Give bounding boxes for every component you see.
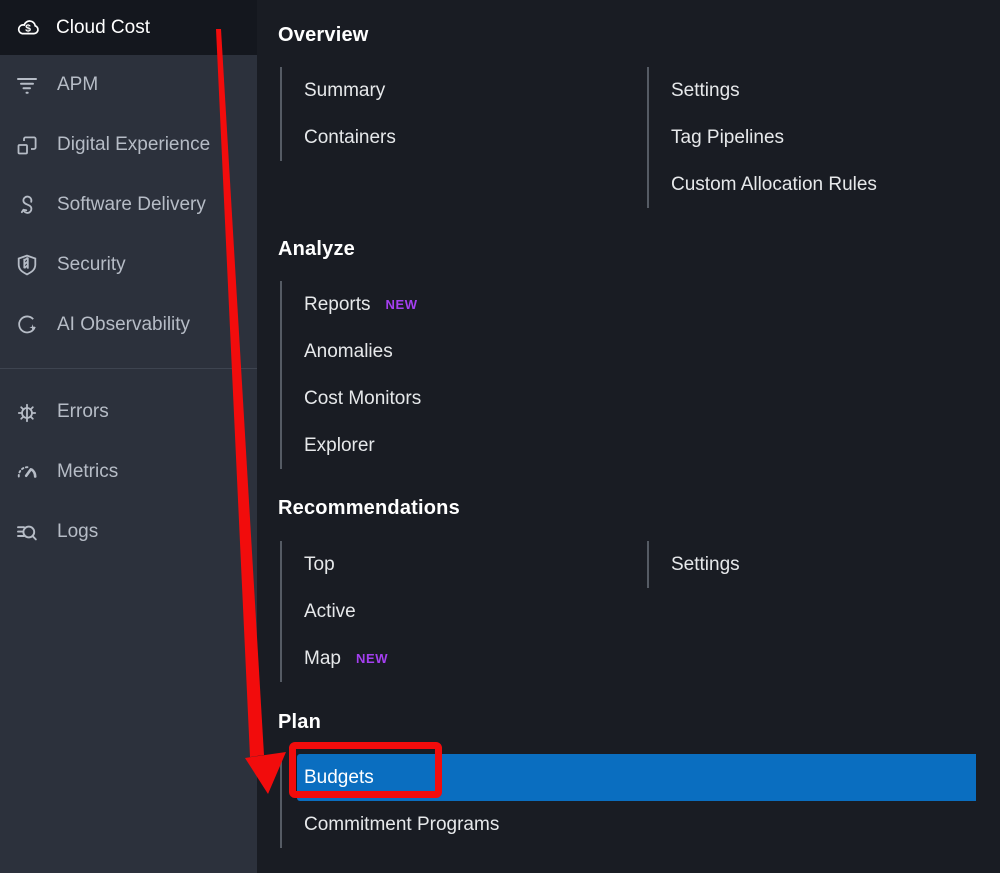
overview-column-2: Settings Tag Pipelines Custom Allocation… <box>647 67 977 208</box>
sidebar-panel: APM Digital Experience Software Delivery <box>0 55 257 873</box>
security-shield-icon <box>14 252 40 278</box>
sidebar-item-logs[interactable]: Logs <box>0 502 257 562</box>
overview-column-1: Summary Containers <box>280 67 976 161</box>
menu-item-summary[interactable]: Summary <box>304 79 386 101</box>
sidebar-item-metrics[interactable]: Metrics <box>0 442 257 502</box>
sidebar-item-apm[interactable]: APM <box>0 55 257 115</box>
cloud-dollar-icon: $ <box>15 15 41 41</box>
sidebar-item-label: Metrics <box>57 461 119 482</box>
plan-column-1: Budgets Commitment Programs <box>280 754 976 848</box>
menu-item-commitment-programs[interactable]: Commitment Programs <box>304 813 500 835</box>
errors-bug-icon <box>14 399 40 425</box>
sidebar-item-ai-observability[interactable]: AI Observability <box>0 295 257 355</box>
sidebar: $ Cloud Cost APM Digital Experience <box>0 0 257 873</box>
sidebar-item-security[interactable]: Security <box>0 235 257 295</box>
menu-item-top[interactable]: Top <box>304 553 335 575</box>
sidebar-item-software-delivery[interactable]: Software Delivery <box>0 175 257 235</box>
logs-search-icon <box>14 519 40 545</box>
svg-text:$: $ <box>25 22 31 34</box>
sidebar-item-digital-experience[interactable]: Digital Experience <box>0 115 257 175</box>
menu-item-cost-monitors[interactable]: Cost Monitors <box>304 387 422 409</box>
sidebar-divider <box>0 368 257 369</box>
sidebar-item-label: APM <box>57 74 99 95</box>
software-delivery-icon <box>14 192 40 218</box>
section-title-overview: Overview <box>278 24 369 46</box>
sidebar-item-errors[interactable]: Errors <box>0 382 257 442</box>
sidebar-item-label: Software Delivery <box>57 194 206 215</box>
section-title-recommendations: Recommendations <box>278 497 460 519</box>
sidebar-item-label: Security <box>57 254 126 275</box>
sidebar-item-label: Digital Experience <box>57 134 211 155</box>
sidebar-item-label: Cloud Cost <box>56 16 150 38</box>
sidebar-item-label: AI Observability <box>57 314 191 335</box>
menu-item-explorer[interactable]: Explorer <box>304 434 375 456</box>
menu-item-containers[interactable]: Containers <box>304 126 396 148</box>
menu-item-recommendations-settings[interactable]: Settings <box>671 553 740 575</box>
menu-item-tag-pipelines[interactable]: Tag Pipelines <box>671 126 785 148</box>
menu-item-anomalies[interactable]: Anomalies <box>304 340 393 362</box>
ai-observability-icon <box>14 312 40 338</box>
selected-item-highlight <box>297 754 976 801</box>
menu-item-settings[interactable]: Settings <box>671 79 740 101</box>
menu-item-active[interactable]: Active <box>304 600 356 622</box>
section-title-analyze: Analyze <box>278 238 355 260</box>
apm-icon <box>14 72 40 98</box>
recommendations-column-1: Top Active Map NEW <box>280 541 976 682</box>
new-badge: NEW <box>385 297 418 312</box>
section-title-plan: Plan <box>278 711 322 733</box>
new-badge: NEW <box>355 651 389 666</box>
menu-item-budgets[interactable]: Budgets <box>297 754 976 801</box>
digital-experience-icon <box>14 132 40 158</box>
sidebar-item-label: Logs <box>57 521 99 542</box>
menu-item-map[interactable]: Map NEW <box>304 647 389 669</box>
menu-item-custom-allocation-rules[interactable]: Custom Allocation Rules <box>671 173 877 195</box>
sidebar-group-2: Errors Metrics <box>0 382 257 562</box>
recommendations-column-2: Settings <box>647 541 977 588</box>
cloud-cost-flyout-menu: Overview Summary Containers Settings Tag… <box>257 0 1000 873</box>
metrics-gauge-icon <box>14 459 40 485</box>
menu-item-reports[interactable]: Reports NEW <box>304 293 418 315</box>
sidebar-item-cloud-cost[interactable]: $ Cloud Cost <box>0 0 257 55</box>
sidebar-item-label: Errors <box>57 401 109 422</box>
analyze-column-1: Reports NEW Anomalies Cost Monitors Expl… <box>280 281 976 469</box>
